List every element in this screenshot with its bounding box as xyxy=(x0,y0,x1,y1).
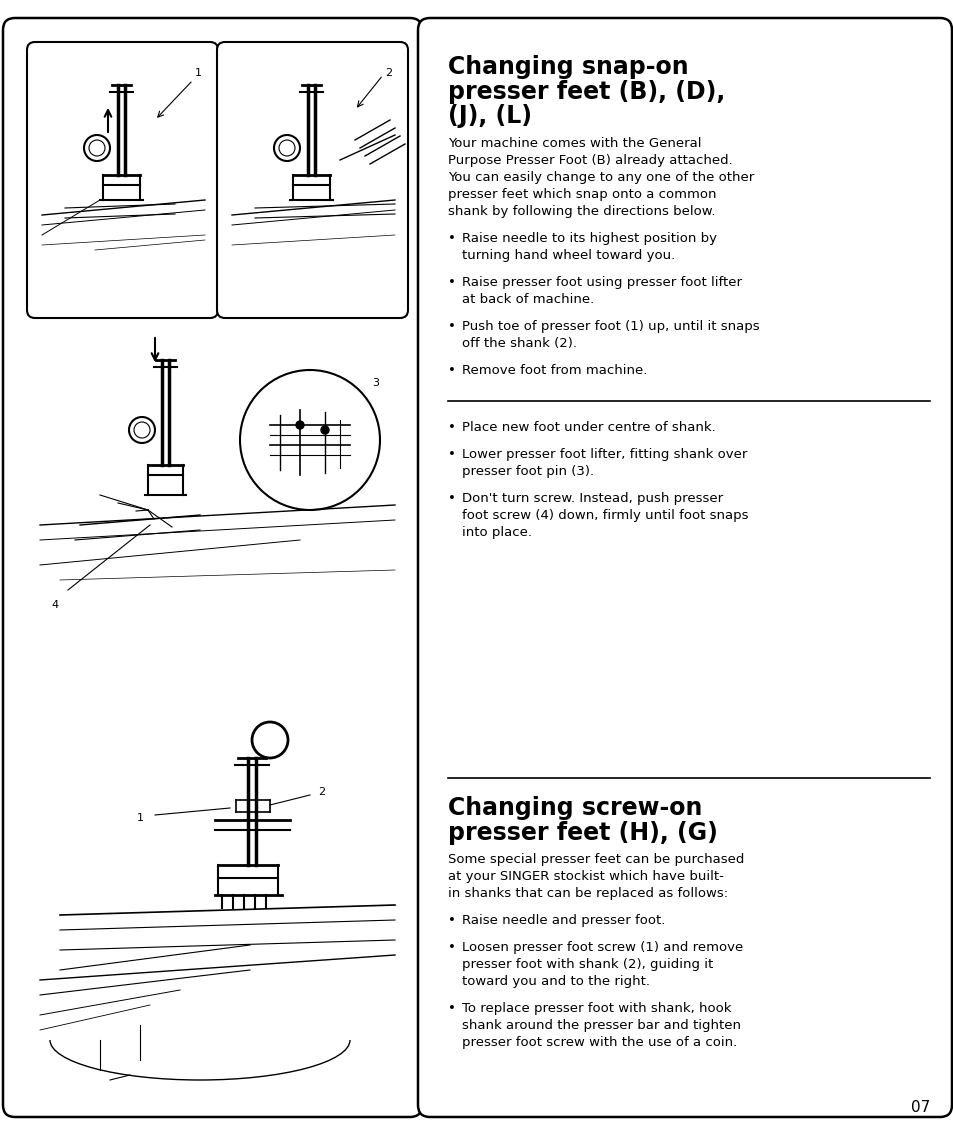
Text: •: • xyxy=(448,491,456,505)
Text: 1: 1 xyxy=(136,813,143,823)
Text: 07: 07 xyxy=(910,1100,929,1115)
Text: •: • xyxy=(448,1002,456,1016)
Text: Loosen presser foot screw (1) and remove: Loosen presser foot screw (1) and remove xyxy=(461,941,742,955)
Text: (J), (L): (J), (L) xyxy=(448,104,532,128)
Text: Raise needle to its highest position by: Raise needle to its highest position by xyxy=(461,232,717,245)
Text: 2: 2 xyxy=(385,68,392,78)
FancyBboxPatch shape xyxy=(216,42,408,318)
Text: •: • xyxy=(448,364,456,377)
FancyBboxPatch shape xyxy=(3,18,421,1117)
Text: presser feet (H), (G): presser feet (H), (G) xyxy=(448,821,717,844)
Text: 4: 4 xyxy=(51,600,58,609)
Text: Purpose Presser Foot (B) already attached.: Purpose Presser Foot (B) already attache… xyxy=(448,154,732,167)
Text: To replace presser foot with shank, hook: To replace presser foot with shank, hook xyxy=(461,1002,731,1016)
Text: toward you and to the right.: toward you and to the right. xyxy=(461,975,649,989)
Text: •: • xyxy=(448,421,456,434)
Text: 1: 1 xyxy=(194,68,202,78)
Text: •: • xyxy=(448,448,456,461)
Text: presser foot with shank (2), guiding it: presser foot with shank (2), guiding it xyxy=(461,958,713,972)
Text: •: • xyxy=(448,941,456,955)
Circle shape xyxy=(295,421,304,429)
Text: at back of machine.: at back of machine. xyxy=(461,293,594,306)
Text: shank around the presser bar and tighten: shank around the presser bar and tighten xyxy=(461,1019,740,1033)
Text: in shanks that can be replaced as follows:: in shanks that can be replaced as follow… xyxy=(448,888,727,900)
Text: •: • xyxy=(448,915,456,927)
FancyBboxPatch shape xyxy=(27,42,218,318)
FancyBboxPatch shape xyxy=(417,18,951,1117)
Text: Place new foot under centre of shank.: Place new foot under centre of shank. xyxy=(461,421,715,434)
Text: Your machine comes with the General: Your machine comes with the General xyxy=(448,137,700,150)
Text: presser feet (B), (D),: presser feet (B), (D), xyxy=(448,79,724,103)
Text: foot screw (4) down, firmly until foot snaps: foot screw (4) down, firmly until foot s… xyxy=(461,508,748,522)
Text: turning hand wheel toward you.: turning hand wheel toward you. xyxy=(461,249,675,262)
Circle shape xyxy=(320,426,329,434)
Text: Push toe of presser foot (1) up, until it snaps: Push toe of presser foot (1) up, until i… xyxy=(461,320,759,333)
Text: Some special presser feet can be purchased: Some special presser feet can be purchas… xyxy=(448,854,743,866)
Text: You can easily change to any one of the other: You can easily change to any one of the … xyxy=(448,171,754,184)
Text: 3: 3 xyxy=(372,378,378,388)
Text: •: • xyxy=(448,320,456,333)
Text: presser foot screw with the use of a coin.: presser foot screw with the use of a coi… xyxy=(461,1036,737,1049)
Text: into place.: into place. xyxy=(461,526,532,539)
Text: 2: 2 xyxy=(318,787,325,797)
Text: Raise needle and presser foot.: Raise needle and presser foot. xyxy=(461,915,664,927)
Text: Changing screw-on: Changing screw-on xyxy=(448,796,701,819)
Text: •: • xyxy=(448,232,456,245)
Text: Raise presser foot using presser foot lifter: Raise presser foot using presser foot li… xyxy=(461,276,741,289)
Text: Don't turn screw. Instead, push presser: Don't turn screw. Instead, push presser xyxy=(461,491,722,505)
Text: Lower presser foot lifter, fitting shank over: Lower presser foot lifter, fitting shank… xyxy=(461,448,746,461)
Text: presser foot pin (3).: presser foot pin (3). xyxy=(461,465,594,478)
Text: Remove foot from machine.: Remove foot from machine. xyxy=(461,364,647,377)
Text: off the shank (2).: off the shank (2). xyxy=(461,337,577,350)
Text: Changing snap-on: Changing snap-on xyxy=(448,54,688,79)
Text: shank by following the directions below.: shank by following the directions below. xyxy=(448,205,715,218)
Text: at your SINGER stockist which have built-: at your SINGER stockist which have built… xyxy=(448,871,723,883)
Text: presser feet which snap onto a common: presser feet which snap onto a common xyxy=(448,188,716,201)
Text: •: • xyxy=(448,276,456,289)
